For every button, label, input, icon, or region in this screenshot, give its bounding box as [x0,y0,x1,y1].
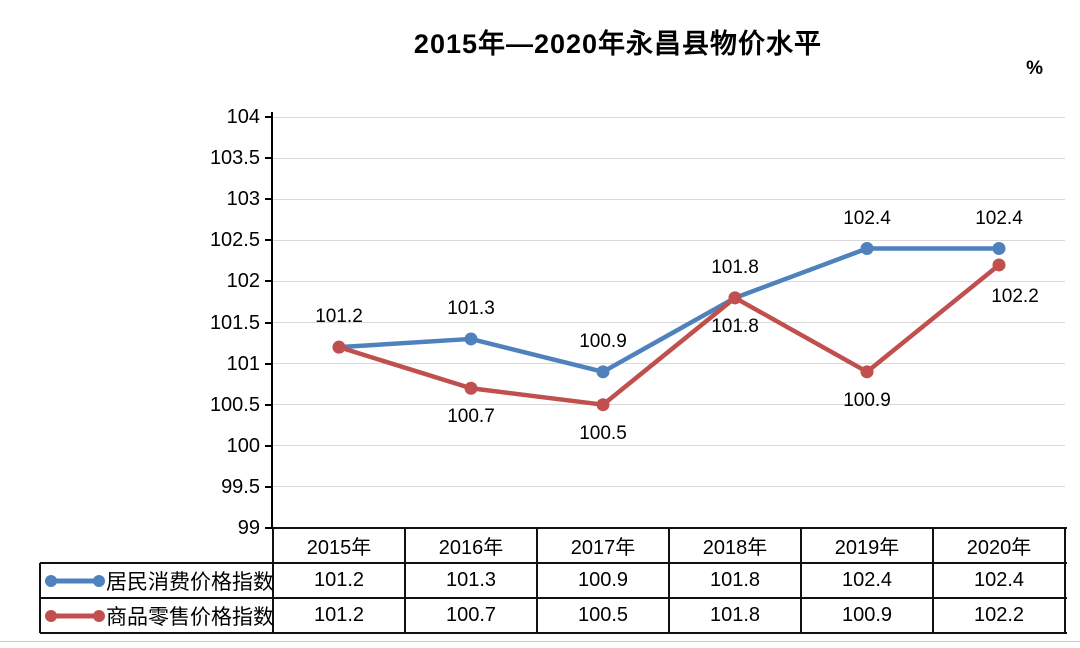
data-point [860,242,874,256]
table-vline [1064,528,1066,633]
data-label: 102.4 [843,207,891,229]
y-axis-line [271,112,273,528]
y-axis-label: 104 [226,106,260,128]
data-point [860,365,874,379]
y-tick-mark [265,527,273,529]
y-gridline [273,280,1065,282]
data-point [992,242,1006,256]
series-line-1 [336,262,1002,407]
series-line-0 [336,246,1002,375]
data-label: 101.3 [447,297,495,319]
y-axis-label: 101 [226,352,260,375]
data-label: 100.7 [447,406,495,428]
y-tick-mark [265,403,273,406]
data-label: 102.4 [975,207,1023,229]
data-point [992,258,1006,272]
table-value-cell: 101.8 [709,604,761,626]
table-value-cell: 102.2 [973,604,1025,626]
table-value-cell: 101.8 [709,569,761,591]
table-hline [40,597,1067,599]
y-gridline [273,445,1065,447]
table-hline [273,527,1067,529]
table-header-cell: 2015年 [306,537,372,559]
table-vline [800,528,802,633]
table-vline [932,528,934,633]
table-hline [40,562,1067,564]
table-header-cell: 2017年 [570,537,636,559]
y-gridline [273,322,1065,323]
y-axis-label: 101.5 [209,311,260,334]
y-axis-label: 99.5 [221,475,260,498]
table-value-cell: 101.3 [445,569,497,591]
table-value-cell: 100.7 [445,604,497,626]
y-axis-label: 99 [237,517,260,539]
data-point [464,381,478,395]
y-axis-label: 100 [226,434,260,457]
table-value-cell: 100.5 [577,604,629,626]
table-vline [668,528,670,633]
data-label: 101.2 [315,306,363,328]
y-tick-mark [265,198,273,201]
y-tick-mark [265,239,273,242]
table-header-cell: 2019年 [834,537,900,559]
table-vline [39,563,41,633]
data-point [332,340,346,354]
legend-cell: 居民消费价格指数 [40,563,274,598]
data-point [464,332,478,346]
table-value-cell: 100.9 [577,569,629,591]
table-value-cell: 101.2 [313,569,365,591]
y-axis-label: 100.5 [209,393,260,416]
legend-marker [45,609,105,622]
y-axis-label: 103 [226,188,260,211]
y-tick-mark [265,116,273,118]
chart-title: 2015年—2020年永昌县物价水平 [413,29,823,59]
legend-cell: 商品零售价格指数 [40,598,274,633]
table-vline [536,528,538,633]
y-gridline [273,198,1065,200]
y-gridline [273,404,1065,406]
table-vline [404,528,406,633]
y-axis-label: 103.5 [209,147,260,170]
y-tick-mark [265,485,273,488]
table-header-cell: 2020年 [966,537,1032,559]
y-tick-mark [265,444,273,447]
data-label: 101.8 [711,256,759,278]
table-value-cell: 100.9 [841,604,893,626]
table-value-cell: 102.4 [973,569,1025,591]
table-value-cell: 102.4 [841,569,893,591]
table-header-cell: 2016年 [438,537,504,559]
table-value-cell: 101.2 [313,604,365,626]
legend-marker [45,574,105,587]
y-tick-mark [265,321,273,324]
y-gridline [273,157,1065,159]
legend-label: 居民消费价格指数 [106,569,274,594]
legend-label: 商品零售价格指数 [106,604,274,629]
y-tick-mark [265,362,273,365]
y-axis-label: 102 [226,270,260,293]
y-gridline [273,363,1065,365]
data-label: 101.8 [711,315,759,337]
y-tick-mark [265,280,273,283]
data-point [596,365,610,379]
data-point [728,291,742,305]
bottom-rule [0,641,1080,642]
unit-label: % [1026,58,1043,79]
data-label: 100.5 [579,422,627,444]
y-tick-mark [265,157,273,160]
y-gridline [273,116,1065,118]
table-vline [272,528,274,633]
data-label: 100.9 [843,389,891,411]
data-label: 100.9 [579,330,627,352]
y-gridline [273,486,1065,488]
y-gridline [273,239,1065,241]
table-header-cell: 2018年 [702,537,768,559]
data-point [596,398,610,412]
table-hline [40,632,1067,634]
data-label: 102.2 [991,285,1039,307]
y-axis-label: 102.5 [209,229,260,252]
